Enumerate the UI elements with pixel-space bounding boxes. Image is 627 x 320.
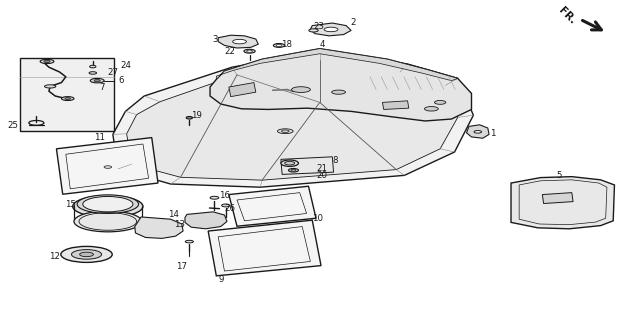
Text: 13: 13 bbox=[174, 220, 185, 229]
Polygon shape bbox=[218, 35, 258, 48]
Ellipse shape bbox=[247, 50, 252, 52]
Ellipse shape bbox=[77, 195, 139, 213]
Text: FR.: FR. bbox=[557, 6, 578, 26]
Ellipse shape bbox=[285, 161, 295, 165]
Text: 14: 14 bbox=[168, 210, 179, 219]
Polygon shape bbox=[185, 212, 227, 229]
Ellipse shape bbox=[71, 250, 102, 259]
Polygon shape bbox=[56, 138, 158, 194]
Text: 24: 24 bbox=[120, 61, 132, 70]
Polygon shape bbox=[310, 23, 351, 36]
Ellipse shape bbox=[40, 60, 54, 63]
Polygon shape bbox=[382, 101, 409, 109]
Ellipse shape bbox=[291, 169, 296, 171]
Ellipse shape bbox=[233, 39, 246, 44]
Text: 4: 4 bbox=[320, 40, 325, 49]
Ellipse shape bbox=[90, 78, 104, 83]
Text: 22: 22 bbox=[224, 47, 235, 56]
Ellipse shape bbox=[288, 168, 298, 172]
Text: 20: 20 bbox=[317, 171, 328, 180]
Polygon shape bbox=[229, 186, 316, 226]
Ellipse shape bbox=[45, 85, 56, 88]
Ellipse shape bbox=[83, 196, 133, 212]
Ellipse shape bbox=[61, 246, 112, 262]
Polygon shape bbox=[210, 49, 472, 121]
Ellipse shape bbox=[324, 27, 338, 32]
Ellipse shape bbox=[222, 204, 229, 207]
Ellipse shape bbox=[474, 131, 482, 133]
Polygon shape bbox=[511, 177, 614, 229]
Ellipse shape bbox=[186, 240, 193, 243]
Text: 8: 8 bbox=[332, 156, 338, 165]
Ellipse shape bbox=[292, 87, 310, 92]
Ellipse shape bbox=[332, 90, 345, 94]
Polygon shape bbox=[127, 60, 458, 180]
Polygon shape bbox=[208, 220, 321, 276]
Ellipse shape bbox=[282, 130, 289, 132]
Ellipse shape bbox=[424, 107, 438, 111]
Text: 18: 18 bbox=[281, 40, 292, 49]
Text: 17: 17 bbox=[176, 262, 187, 271]
Ellipse shape bbox=[90, 65, 96, 68]
Text: 9: 9 bbox=[218, 275, 224, 284]
Text: 12: 12 bbox=[49, 252, 60, 261]
Ellipse shape bbox=[435, 100, 446, 104]
Text: 5: 5 bbox=[557, 171, 562, 180]
Ellipse shape bbox=[44, 60, 50, 63]
Text: 26: 26 bbox=[224, 204, 236, 213]
Text: 16: 16 bbox=[219, 191, 231, 200]
Polygon shape bbox=[466, 125, 489, 138]
Ellipse shape bbox=[276, 44, 282, 46]
Text: 25: 25 bbox=[8, 121, 19, 130]
Ellipse shape bbox=[65, 98, 70, 100]
Ellipse shape bbox=[94, 79, 100, 82]
Ellipse shape bbox=[186, 116, 192, 119]
Ellipse shape bbox=[281, 160, 298, 166]
Text: 3: 3 bbox=[213, 36, 218, 44]
Ellipse shape bbox=[278, 129, 293, 134]
Text: 27: 27 bbox=[108, 68, 119, 77]
Text: 19: 19 bbox=[191, 111, 202, 120]
Polygon shape bbox=[542, 193, 573, 204]
Text: 10: 10 bbox=[312, 214, 324, 223]
Polygon shape bbox=[135, 217, 183, 238]
Ellipse shape bbox=[61, 97, 74, 100]
Polygon shape bbox=[20, 58, 114, 131]
Ellipse shape bbox=[74, 211, 142, 232]
Ellipse shape bbox=[89, 72, 97, 74]
Ellipse shape bbox=[273, 44, 285, 47]
Ellipse shape bbox=[244, 49, 255, 53]
Text: 21: 21 bbox=[317, 164, 328, 173]
Text: 23: 23 bbox=[314, 22, 325, 31]
Ellipse shape bbox=[309, 29, 318, 32]
Ellipse shape bbox=[210, 196, 219, 199]
Text: 6: 6 bbox=[118, 76, 124, 85]
Text: 7: 7 bbox=[99, 84, 105, 92]
Ellipse shape bbox=[104, 166, 112, 168]
Polygon shape bbox=[216, 49, 458, 81]
Ellipse shape bbox=[80, 252, 93, 257]
Ellipse shape bbox=[73, 196, 143, 217]
Text: 2: 2 bbox=[350, 18, 356, 27]
Text: 1: 1 bbox=[490, 129, 496, 138]
Polygon shape bbox=[229, 83, 256, 97]
Text: 11: 11 bbox=[94, 133, 105, 142]
Text: 15: 15 bbox=[65, 200, 76, 209]
Polygon shape bbox=[113, 51, 473, 187]
